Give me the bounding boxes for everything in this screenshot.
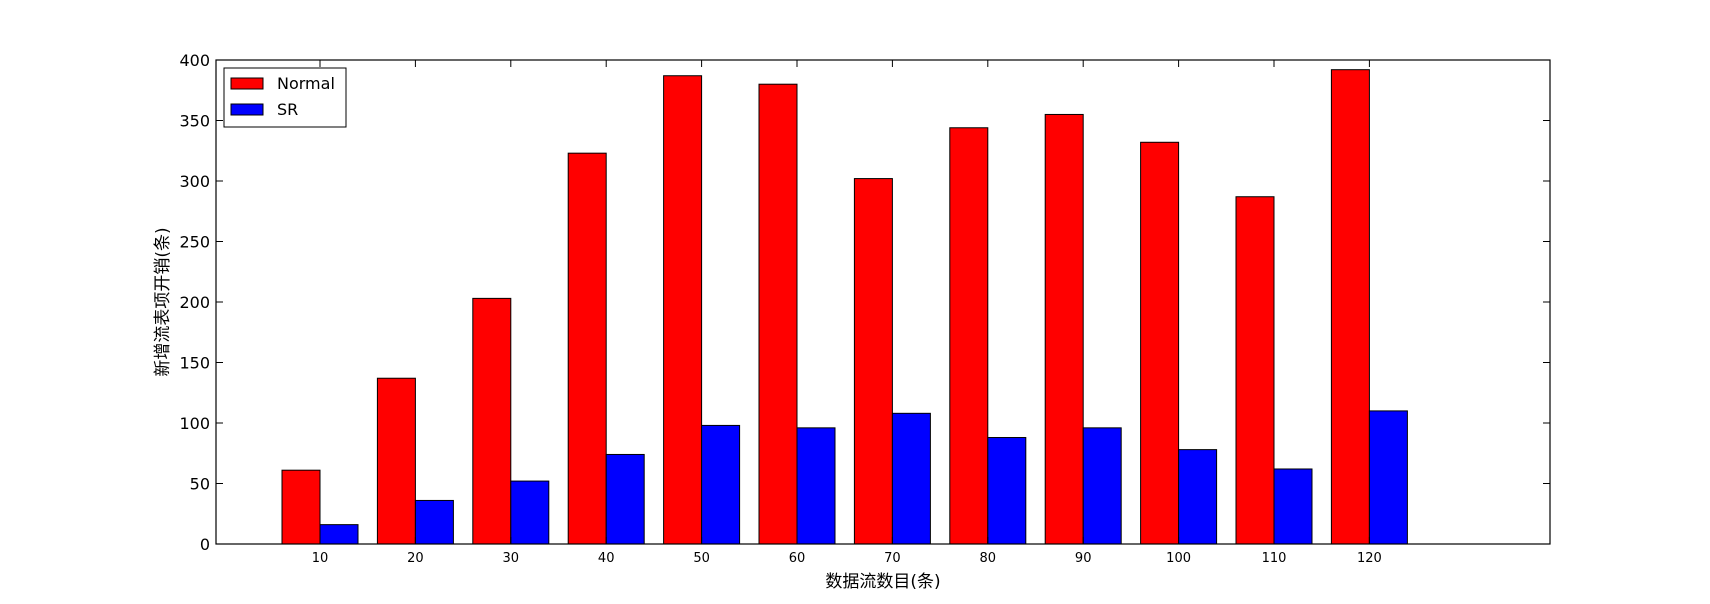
x-tick-label: 100 <box>1166 551 1191 566</box>
y-tick-label: 350 <box>179 112 210 131</box>
y-tick-label: 400 <box>179 51 210 70</box>
bar-sr-30 <box>510 480 550 545</box>
bar-normal-10 <box>281 469 321 545</box>
bar-normal-90 <box>1044 113 1084 545</box>
x-tick-label: 120 <box>1357 551 1382 566</box>
bar-sr-20 <box>414 499 454 545</box>
y-tick-label: 100 <box>179 414 210 433</box>
bar-normal-120 <box>1330 69 1370 545</box>
bar-normal-80 <box>949 127 989 545</box>
bar-sr-110 <box>1273 468 1313 545</box>
y-tick-label: 150 <box>179 354 210 373</box>
x-tick-label: 10 <box>312 551 329 566</box>
y-tick-label: 200 <box>179 293 210 312</box>
y-tick-label: 250 <box>179 233 210 252</box>
legend-swatch-sr <box>230 103 264 116</box>
bar-sr-90 <box>1082 427 1122 545</box>
x-tick-label: 70 <box>884 551 901 566</box>
x-tick-label: 60 <box>789 551 806 566</box>
bar-normal-70 <box>853 178 893 545</box>
bars <box>281 69 1408 545</box>
x-tick-label: 20 <box>407 551 424 566</box>
bar-sr-40 <box>605 453 645 545</box>
bar-normal-60 <box>758 83 798 545</box>
bar-normal-40 <box>567 152 607 545</box>
y-axis: 0 50 100 150 200 250 300 350 400 <box>179 51 1550 554</box>
x-axis-label: 数据流数目(条) <box>825 572 940 592</box>
y-tick-label: 0 <box>200 535 210 554</box>
bar-sr-80 <box>987 437 1027 545</box>
bar-sr-120 <box>1368 410 1408 545</box>
x-tick-label: 50 <box>693 551 710 566</box>
legend-label-sr: SR <box>277 100 298 119</box>
x-tick-label: 90 <box>1075 551 1092 566</box>
bar-sr-70 <box>891 412 931 545</box>
bar-sr-100 <box>1178 449 1218 545</box>
y-axis-label: 新增流表项开销(条) <box>153 227 173 376</box>
legend: Normal SR <box>223 67 347 128</box>
legend-label-normal: Normal <box>277 74 335 93</box>
bar-normal-20 <box>376 377 416 545</box>
legend-swatch-normal <box>230 77 264 90</box>
bar-normal-50 <box>663 75 703 545</box>
bar-sr-50 <box>701 424 741 545</box>
x-axis: 10 20 30 40 50 60 70 80 90 100 110 120 <box>312 60 1382 566</box>
x-tick-label: 110 <box>1262 551 1287 566</box>
x-tick-label: 40 <box>598 551 615 566</box>
bar-normal-100 <box>1140 141 1180 545</box>
bar-sr-10 <box>319 524 359 545</box>
x-tick-label: 80 <box>980 551 997 566</box>
bar-normal-30 <box>472 297 512 545</box>
y-tick-label: 300 <box>179 172 210 191</box>
y-tick-label: 50 <box>190 475 210 494</box>
bar-normal-110 <box>1235 196 1275 545</box>
bar-sr-60 <box>796 427 836 545</box>
x-tick-label: 30 <box>503 551 520 566</box>
